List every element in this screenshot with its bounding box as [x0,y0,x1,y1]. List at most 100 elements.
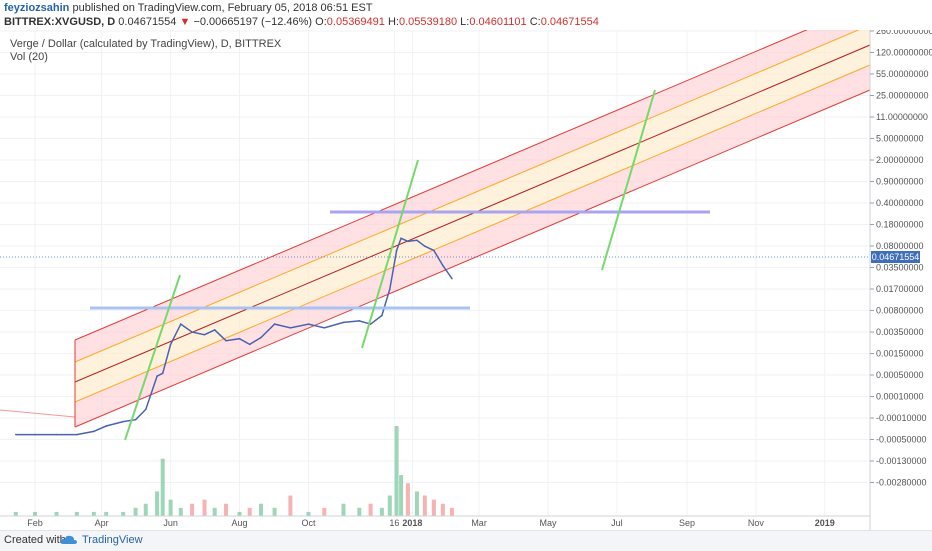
low-value: 0.04601101 [469,16,527,28]
published-text: published on TradingView.com, February 0… [72,2,373,14]
chart-svg[interactable]: 260.00000000 120.00000000 55.00000000 25.00… [0,30,932,530]
volume-bar [104,511,109,516]
down-arrow-icon: ▼ [179,16,191,28]
green-trend-line-3[interactable] [601,89,656,271]
volume-bar [178,507,183,516]
x-tick-label: Oct [301,518,316,528]
y-tick-label: 260.00000000 [876,30,932,36]
channel-lower-line[interactable] [74,89,871,428]
price-point [213,329,216,331]
volume-bar [121,511,126,516]
price-point [307,323,310,325]
close-label: C: [529,16,541,28]
price-point [400,237,402,240]
high-label: H: [387,16,399,28]
channel-inner-upper-line[interactable] [74,30,870,363]
price-point [260,336,262,339]
price-point [179,323,182,325]
created-with-text: Created with [4,534,66,546]
y-tick-label: 0.03500000 [876,263,924,273]
chart-area[interactable]: 260.00000000 120.00000000 55.00000000 25.00… [0,30,932,530]
tradingview-cloud-icon[interactable] [60,533,78,547]
volume-bar [160,458,165,516]
volume-bar [259,503,263,516]
y-tick-label: 2.00000000 [876,155,924,165]
price-point [395,249,398,252]
trend-extension-line[interactable] [0,409,76,418]
price-point [381,314,383,317]
volume-bar [74,511,79,516]
volume-bar [306,511,311,516]
green-trend-line-1[interactable] [124,274,181,441]
volume-bar [168,499,173,516]
volume-indicator-label[interactable]: Vol (20) [10,51,48,63]
volume-bar [399,475,404,516]
x-tick-label: 2018 [402,518,422,528]
volume-bar [341,503,346,516]
channel-fill-lower [75,65,870,427]
volume-bar [143,503,148,516]
volume-bar [237,511,242,516]
author-link[interactable]: feyziozsahin [4,2,70,14]
green-trend-line-2[interactable] [361,159,419,349]
price-point [144,408,147,411]
price-point [15,433,17,436]
close-value: 0.04671554 [540,16,599,28]
x-tick-label: Mar [471,518,487,528]
last-price: 0.04671554 [118,16,177,28]
channel-inner-lower-line[interactable] [74,64,871,403]
price-point [358,320,361,322]
y-tick-label: -0.00050000 [876,435,927,445]
y-tick-label: 0.40000000 [876,198,924,208]
price-point [451,277,453,280]
volume-bar [212,507,217,516]
volume-bar [33,511,38,516]
y-tick-label: 120.00000000 [876,48,932,58]
volume-bar [379,507,384,516]
open-label: O: [315,16,327,28]
volume-bar [247,507,252,516]
footer: Created with TradingView [0,530,932,551]
y-tick-label: 55.00000000 [876,69,929,79]
low-label: L: [460,16,470,28]
volume-bar [155,491,160,516]
volume-bars [13,426,454,516]
volume-bar [272,507,277,516]
price-point [238,337,241,340]
price-point [161,372,164,375]
price-point [225,339,227,342]
volume-bar [449,507,454,516]
y-tick-label: 0.90000000 [876,177,924,187]
y-tick-label: -0.00130000 [876,456,927,466]
y-tick-label: 0.00350000 [876,327,924,337]
channel-upper-line[interactable] [74,30,870,341]
price-point [55,433,58,436]
x-tick-label: Sep [679,518,695,528]
volume-bar [440,503,445,516]
y-tick-label: -0.00280000 [876,478,927,488]
y-tick-label: 0.08000000 [876,241,924,251]
volume-bar [202,499,207,516]
price-point [34,433,36,436]
time-axis[interactable]: Feb Apr Jun Aug Oct 16 2018 Mar May Jul Sep Nov 2019 [27,518,835,528]
price-point [416,239,418,242]
tradingview-brand-link[interactable]: TradingView [82,534,143,546]
price-point [105,425,108,427]
change-value: −0.00665197 (−12.46%) [193,16,313,28]
price-axis[interactable]: 260.00000000 120.00000000 55.00000000 25.00… [870,30,932,488]
volume-bar [431,499,436,516]
annotations[interactable] [0,89,870,441]
volume-bar [414,491,419,516]
price-point [389,288,391,290]
volume-bar [288,495,293,516]
price-point [407,240,409,243]
volume-bar [387,495,392,516]
publish-header: feyziozsahin published on TradingView.co… [4,2,373,14]
volume-bar [13,511,18,516]
x-tick-label: Jul [611,518,623,528]
price-point [92,430,95,433]
price-point [442,264,444,267]
price-point [424,245,426,247]
y-tick-label: 25.00000000 [876,91,929,101]
x-tick-label: 2019 [815,518,835,528]
